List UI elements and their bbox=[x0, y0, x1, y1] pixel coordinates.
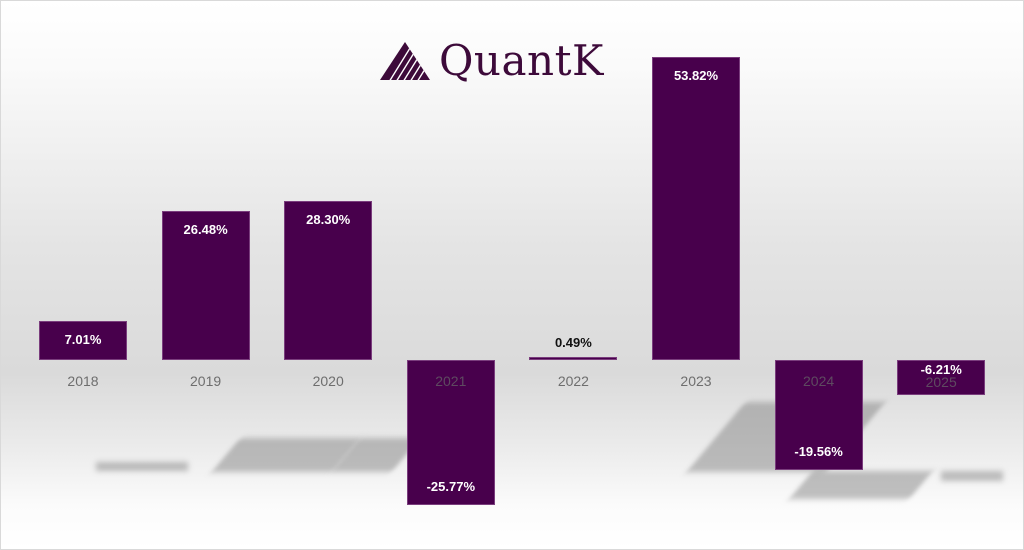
bar-2019 bbox=[161, 210, 250, 360]
bar-2025 bbox=[897, 360, 986, 395]
logo-text: QuantK bbox=[439, 36, 604, 85]
value-label: 7.01% bbox=[64, 331, 102, 347]
bar-2024 bbox=[774, 360, 863, 471]
value-label: -25.77% bbox=[426, 479, 475, 495]
category-label: 2020 bbox=[312, 373, 344, 389]
category-label: 2021 bbox=[435, 373, 467, 389]
category-label: 2018 bbox=[67, 373, 99, 389]
category-label: 2025 bbox=[925, 374, 957, 390]
value-label: -19.56% bbox=[794, 444, 843, 460]
category-label: 2024 bbox=[803, 373, 835, 389]
value-label: 28.30% bbox=[306, 211, 351, 227]
value-label: 53.82% bbox=[673, 67, 719, 83]
bar-reflection-shadow bbox=[941, 471, 1003, 481]
bar-2022 bbox=[529, 357, 618, 360]
bar-2023 bbox=[652, 56, 740, 360]
bar-reflection-shadow bbox=[789, 471, 933, 499]
category-label: 2022 bbox=[557, 373, 589, 389]
bar-reflection-shadow bbox=[96, 462, 188, 471]
bar-2020 bbox=[284, 200, 373, 360]
bar-2021 bbox=[406, 360, 495, 506]
triangle-stripes-logo-icon bbox=[380, 42, 430, 80]
logo: QuantK bbox=[379, 37, 604, 85]
bar-2018 bbox=[39, 320, 127, 360]
value-label: 0.49% bbox=[554, 335, 592, 350]
category-label: 2023 bbox=[680, 373, 712, 389]
category-label: 2019 bbox=[190, 373, 222, 389]
value-label: 26.48% bbox=[183, 221, 228, 237]
value-label: -6.21% bbox=[920, 362, 962, 377]
